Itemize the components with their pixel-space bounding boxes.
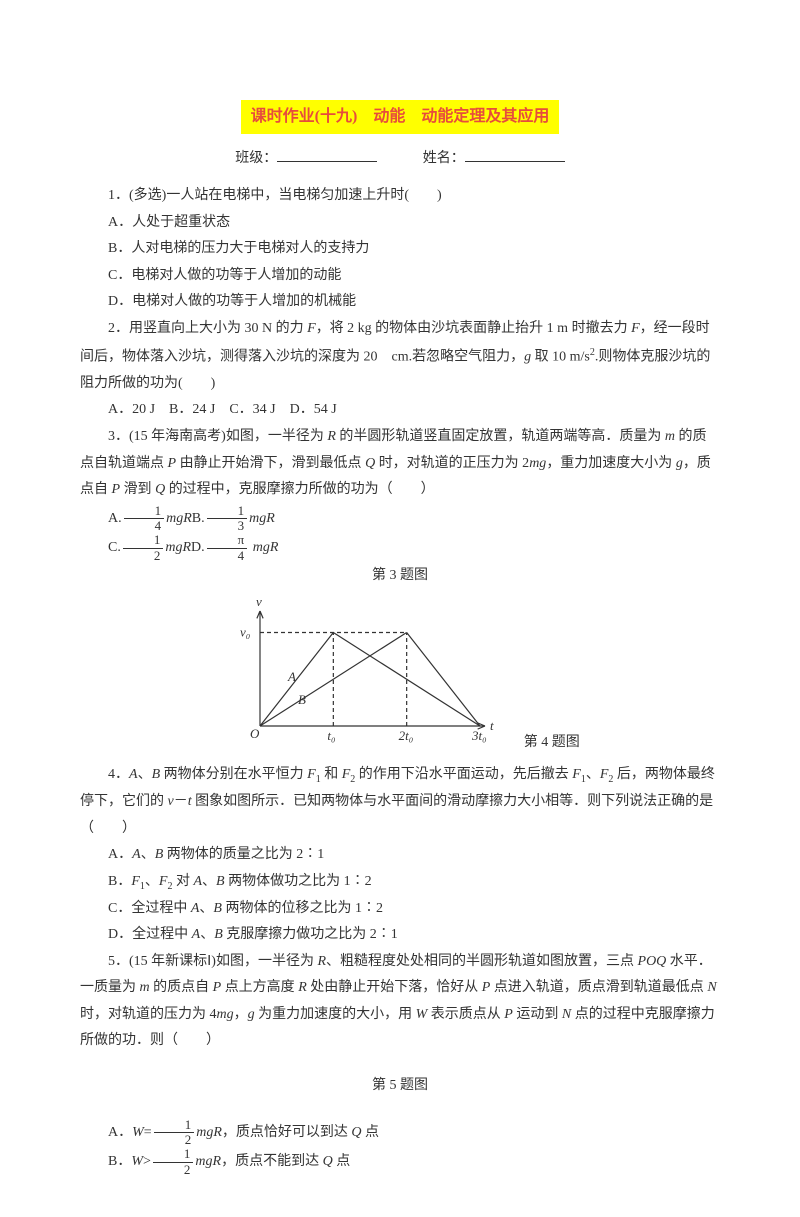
q1-stem: 1．(多选)一人站在电梯中，当电梯匀加速上升时( )	[80, 183, 720, 210]
svg-text:t: t	[490, 718, 494, 733]
q1-opt-a: A．人处于超重状态	[80, 210, 720, 237]
class-label: 班级：	[235, 151, 277, 166]
q4-opt-b: B．F1、F2 对 A、B 两物体做功之比为 1∶2	[80, 869, 720, 896]
q4-opt-a: A．A、B 两物体的质量之比为 2∶1	[80, 842, 720, 869]
q3-fig-label: 第 3 题图	[80, 563, 720, 590]
q1-opt-b: B．人对电梯的压力大于电梯对人的支持力	[80, 236, 720, 263]
q4-opt-d: D．全过程中 A、B 克服摩擦力做功之比为 2∶1	[80, 922, 720, 949]
student-header: 班级： 姓名：	[80, 146, 720, 173]
svg-text:v: v	[256, 596, 262, 609]
svg-text:v₀: v₀	[240, 624, 250, 639]
vt-chart: Ot₀ 2t₀ 3t₀t v v₀ AB 第 4 题图	[80, 596, 720, 757]
name-label: 姓名：	[423, 151, 465, 166]
q5-stem: 5．(15 年新课标Ⅰ)如图，一半径为 R、粗糙程度处处相同的半圆形轨道如图放置…	[80, 949, 720, 1055]
q4-opt-c: C．全过程中 A、B 两物体的位移之比为 1∶2	[80, 896, 720, 923]
svg-text:3t₀: 3t₀	[471, 728, 487, 743]
name-blank[interactable]	[465, 148, 565, 162]
svg-text:t₀: t₀	[328, 728, 336, 743]
q3-stem: 3．(15 年海南高考)如图，一半径为 R 的半圆形轨道竖直固定放置，轨道两端等…	[80, 424, 720, 504]
q1-opt-d: D．电梯对人做的功等于人增加的机械能	[80, 289, 720, 316]
q4-fig-label: 第 4 题图	[524, 735, 580, 750]
q1-opt-c: C．电梯对人做的功等于人增加的动能	[80, 263, 720, 290]
class-blank[interactable]	[277, 148, 377, 162]
svg-text:O: O	[250, 726, 260, 741]
q5-opt-b: B．W>12mgR，质点不能到达 Q 点	[80, 1147, 720, 1177]
svg-text:B: B	[298, 692, 306, 707]
svg-text:A: A	[287, 669, 296, 684]
q4-stem: 4．A、B 两物体分别在水平恒力 F1 和 F2 的作用下沿水平面运动，先后撤去…	[80, 762, 720, 842]
q3-opt-cd: C.12mgRD.π4 mgR	[80, 533, 720, 563]
q2-stem: 2．用竖直向上大小为 30 N 的力 F，将 2 kg 的物体由沙坑表面静止抬升…	[80, 316, 720, 397]
page-title: 课时作业(十九) 动能 动能定理及其应用	[241, 100, 560, 134]
q5-fig-label: 第 5 题图	[80, 1073, 720, 1100]
q5-opt-a: A．W=12mgR，质点恰好可以到达 Q 点	[80, 1118, 720, 1148]
svg-text:2t₀: 2t₀	[399, 728, 414, 743]
q2-opts: A．20 J B．24 J C．34 J D．54 J	[80, 397, 720, 424]
q3-opt-ab: A.14mgRB.13mgR	[80, 504, 720, 534]
